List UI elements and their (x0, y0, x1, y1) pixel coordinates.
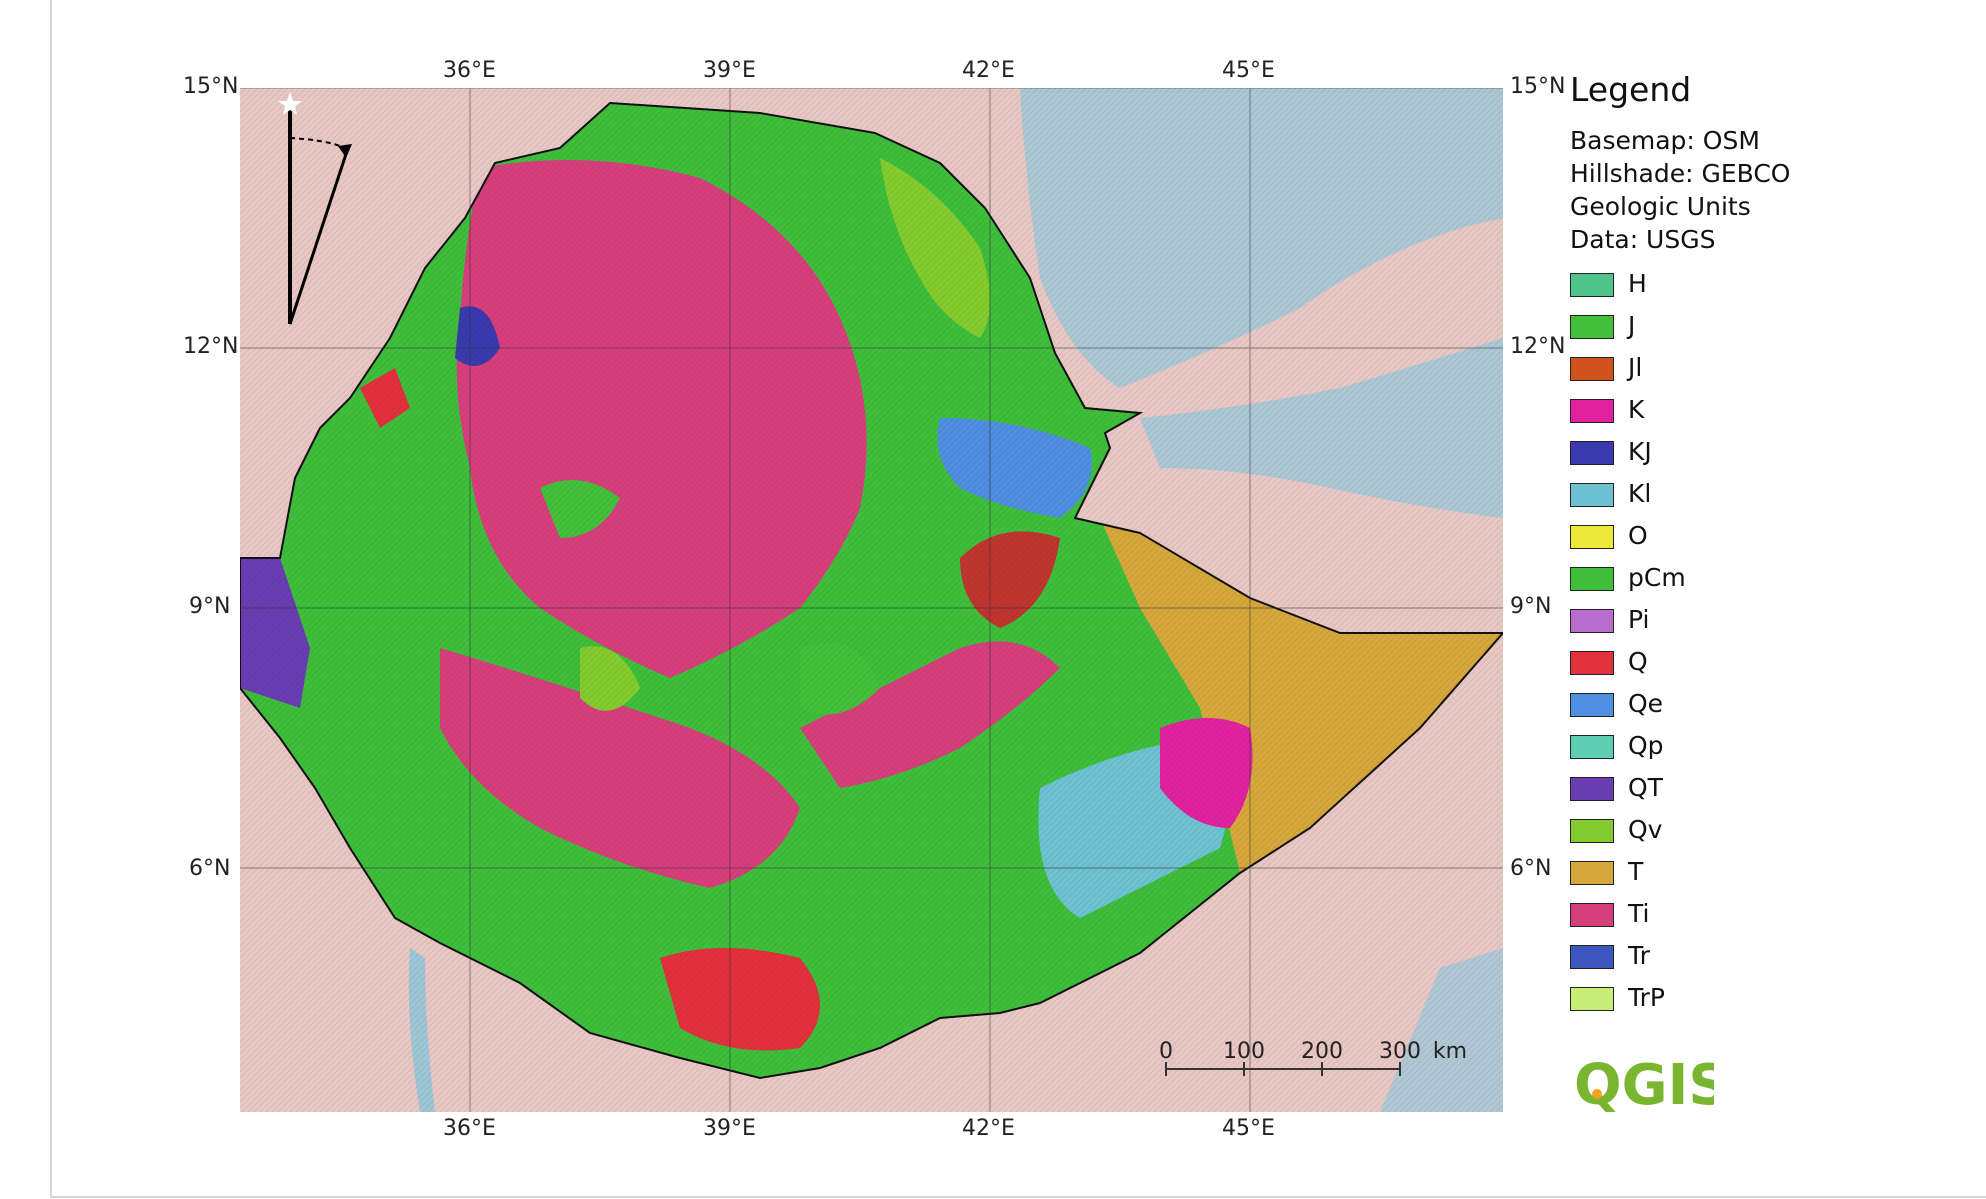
geologic-map[interactable] (240, 88, 1503, 1112)
scale-tick-300: 300 (1379, 1039, 1421, 1064)
legend-label: Ti (1628, 899, 1650, 928)
legend-item-ti: Ti (1570, 896, 1970, 938)
legend-swatch (1570, 693, 1614, 717)
legend-item-h: H (1570, 266, 1970, 308)
legend-basemap-credit: Basemap: OSM (1570, 126, 1760, 155)
legend-label: J (1628, 311, 1636, 340)
scale-bar: 0 100 200 300 km (1159, 1036, 1480, 1096)
legend-label: O (1628, 521, 1648, 550)
legend-label: H (1628, 269, 1647, 298)
lon-label-42e-top: 42°E (962, 58, 1015, 83)
legend-data-credit: Data: USGS (1570, 225, 1716, 254)
scale-unit: km (1433, 1039, 1467, 1064)
map-layout-frame (50, 0, 1986, 1198)
lat-label-15n-right: 15°N (1510, 74, 1566, 99)
legend-label: T (1628, 857, 1644, 886)
lon-label-42e-bottom: 42°E (962, 1116, 1015, 1141)
legend-label: Qv (1628, 815, 1663, 844)
graticule (240, 88, 1503, 1112)
legend-label: pCm (1628, 563, 1686, 592)
legend-label: Pi (1628, 605, 1650, 634)
legend-item-j: J (1570, 308, 1970, 350)
legend-item-jl: Jl (1570, 350, 1970, 392)
legend-item-qv: Qv (1570, 812, 1970, 854)
lat-label-6n-left: 6°N (189, 856, 231, 881)
legend-item-qp: Qp (1570, 728, 1970, 770)
scale-tick-0: 0 (1160, 1039, 1173, 1064)
qgis-logo: QGIS (1574, 1052, 1729, 1118)
legend-units-heading: Geologic Units (1570, 192, 1751, 221)
legend-swatch (1570, 651, 1614, 675)
lon-label-39e-top: 39°E (703, 58, 756, 83)
lat-label-15n-left: 15°N (183, 74, 239, 99)
scale-bar-graphic: 0 100 200 300 km (1159, 1039, 1467, 1076)
legend-item-qe: Qe (1570, 686, 1970, 728)
legend-item-kj: KJ (1570, 434, 1970, 476)
legend-label: TrP (1628, 983, 1665, 1012)
legend-label: Tr (1628, 941, 1650, 970)
legend-meta: Basemap: OSM Hillshade: GEBCO Geologic U… (1570, 124, 1970, 256)
scale-tick-200: 200 (1301, 1039, 1343, 1064)
lat-label-12n-left: 12°N (183, 334, 239, 359)
qgis-logo-dot (1592, 1089, 1602, 1099)
legend-item-tr: Tr (1570, 938, 1970, 980)
legend-label: K (1628, 395, 1645, 424)
scale-tick-100: 100 (1223, 1039, 1265, 1064)
lon-label-45e-bottom: 45°E (1222, 1116, 1275, 1141)
legend-item-trp: TrP (1570, 980, 1970, 1022)
legend-title: Legend (1570, 70, 1692, 109)
lat-label-12n-right: 12°N (1510, 334, 1566, 359)
legend-panel: Legend Basemap: OSM Hillshade: GEBCO Geo… (1570, 70, 1970, 1022)
lat-label-9n-right: 9°N (1510, 594, 1552, 619)
legend-hillshade-credit: Hillshade: GEBCO (1570, 159, 1791, 188)
legend-swatch (1570, 399, 1614, 423)
legend-swatch (1570, 987, 1614, 1011)
legend-item-pcm: pCm (1570, 560, 1970, 602)
qgis-logo-text: QGIS (1574, 1053, 1714, 1116)
legend-item-pi: Pi (1570, 602, 1970, 644)
legend-label: KJ (1628, 437, 1652, 466)
legend-label: QT (1628, 773, 1663, 802)
legend-item-t: T (1570, 854, 1970, 896)
legend-item-kl: Kl (1570, 476, 1970, 518)
legend-swatch (1570, 315, 1614, 339)
legend-item-q: Q (1570, 644, 1970, 686)
legend-label: Q (1628, 647, 1648, 676)
country-border (240, 101, 1503, 1080)
legend-label: Qp (1628, 731, 1664, 760)
legend-swatch (1570, 483, 1614, 507)
lon-label-36e-top: 36°E (443, 58, 496, 83)
legend-swatch (1570, 357, 1614, 381)
legend-label: Qe (1628, 689, 1664, 718)
lat-label-6n-right: 6°N (1510, 856, 1552, 881)
legend-swatch (1570, 441, 1614, 465)
legend-swatch (1570, 777, 1614, 801)
legend-label: Kl (1628, 479, 1652, 508)
lon-label-45e-top: 45°E (1222, 58, 1275, 83)
legend-swatch (1570, 567, 1614, 591)
legend-swatch (1570, 525, 1614, 549)
legend-item-o: O (1570, 518, 1970, 560)
north-arrow-icon (278, 92, 352, 325)
lat-label-9n-left: 9°N (189, 594, 231, 619)
legend-swatch (1570, 609, 1614, 633)
legend-swatch (1570, 735, 1614, 759)
legend-swatch (1570, 819, 1614, 843)
lon-label-36e-bottom: 36°E (443, 1116, 496, 1141)
legend-item-k: K (1570, 392, 1970, 434)
legend-swatch (1570, 861, 1614, 885)
legend-label: Jl (1628, 353, 1643, 382)
map-canvas (240, 88, 1503, 1112)
qgis-logo-graphic: QGIS (1574, 1053, 1729, 1118)
lon-label-39e-bottom: 39°E (703, 1116, 756, 1141)
legend-swatch (1570, 273, 1614, 297)
legend-item-qt: QT (1570, 770, 1970, 812)
legend-swatch (1570, 945, 1614, 969)
legend-swatch (1570, 903, 1614, 927)
